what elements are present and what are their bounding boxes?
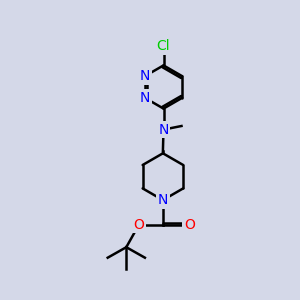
Text: N: N xyxy=(158,193,168,207)
Text: N: N xyxy=(140,69,150,83)
Text: N: N xyxy=(158,123,169,136)
Text: N: N xyxy=(140,91,150,105)
Text: Cl: Cl xyxy=(157,39,170,53)
Text: O: O xyxy=(134,218,144,232)
Text: O: O xyxy=(184,218,195,232)
